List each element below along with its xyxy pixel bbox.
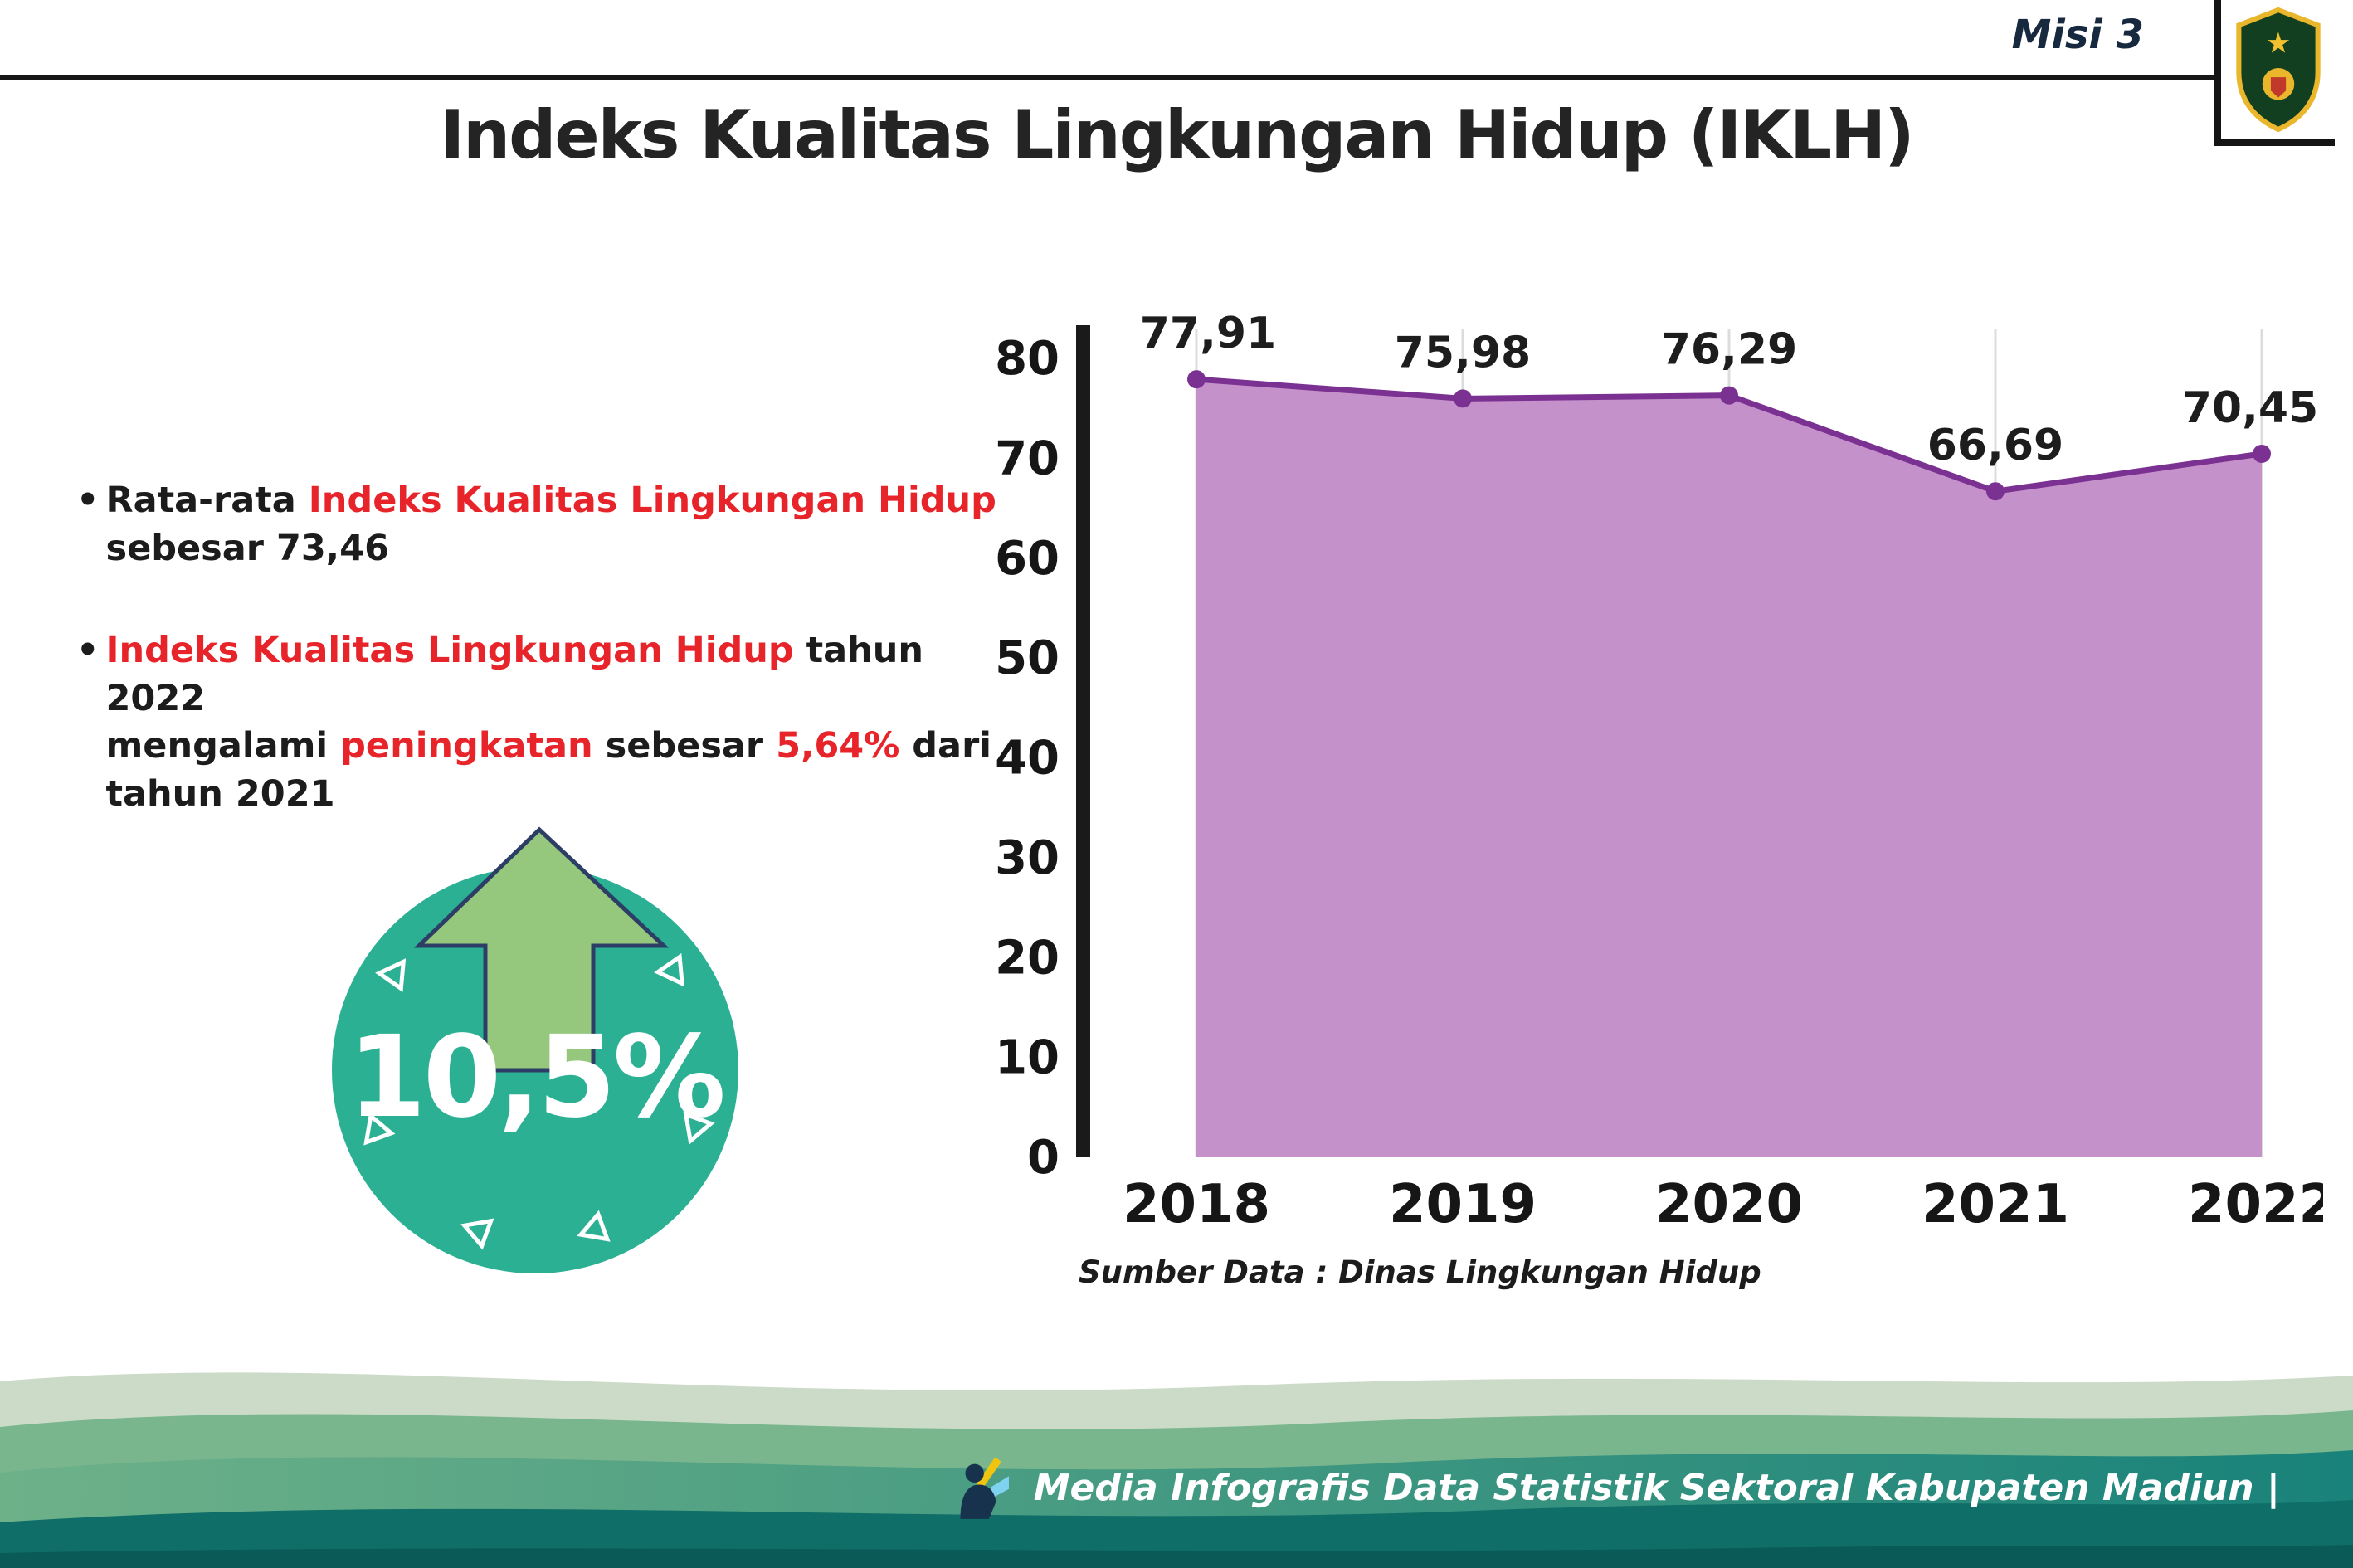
paper-icon [990, 1476, 1009, 1498]
bullet-item: • Rata-rata Indeks Kualitas Lingkungan Hi… [76, 477, 1030, 572]
badge-value: 10,5% [348, 1012, 723, 1143]
bullet-text: Rata-rata Indeks Kualitas Lingkungan Hid… [105, 480, 996, 569]
wave-band-5 [0, 1545, 2353, 1568]
data-point [1454, 389, 1472, 408]
y-tick-label: 30 [995, 831, 1060, 885]
pencil-icon [976, 1458, 1001, 1489]
y-tick-label: 70 [995, 431, 1060, 485]
bullet-item: • Indeks Kualitas Lingkungan Hidup tahun … [76, 627, 1030, 818]
increase-arrow-icon [413, 826, 670, 1073]
data-point [2253, 444, 2271, 463]
area-fill [1196, 379, 2262, 1157]
bullet-dot: • [76, 630, 100, 672]
y-tick-label: 20 [995, 931, 1060, 985]
data-label: 75,98 [1395, 328, 1531, 377]
data-label: 66,69 [1927, 421, 2063, 470]
y-tick-label: 0 [1027, 1131, 1060, 1185]
data-point [1986, 482, 2005, 501]
page-title: Indeks Kualitas Lingkungan Hidup (IKLH) [440, 96, 1914, 173]
bullet-list: • Rata-rata Indeks Kualitas Lingkungan Hi… [76, 477, 1030, 874]
x-tick-label: 2022 [2188, 1174, 2323, 1235]
y-tick-label: 50 [995, 631, 1060, 685]
bullet-dot: • [76, 480, 100, 521]
y-tick-label: 80 [995, 332, 1060, 386]
data-label: 70,45 [2182, 383, 2318, 433]
data-label: 76,29 [1661, 325, 1797, 375]
x-tick-label: 2020 [1655, 1174, 1803, 1235]
y-tick-label: 10 [995, 1031, 1060, 1085]
y-axis [1076, 325, 1090, 1157]
emblem-inner-shield [2270, 77, 2286, 98]
footer-credit: Media Infografis Data Statistik Sektoral… [948, 1452, 2280, 1523]
person-body [960, 1484, 996, 1519]
increase-badge: 10,5% [332, 826, 738, 1273]
logo-corner-frame: ★ [2214, 0, 2335, 146]
iklh-chart: 0 10 20 30 40 50 60 70 80 2018 2019 2020 2021 2022 77,… [995, 309, 2323, 1235]
x-tick-label: 2021 [1922, 1174, 2069, 1235]
person-head [965, 1463, 984, 1483]
chart-source-note: Sumber Data : Dinas Lingkungan Hidup [1079, 1254, 1761, 1290]
x-tick-label: 2018 [1123, 1174, 1270, 1235]
data-label: 77,91 [1140, 309, 1276, 358]
footer-credit-text: Media Infografis Data Statistik Sektoral… [1033, 1466, 2280, 1509]
statistik-person-icon [960, 1458, 1009, 1519]
y-tick-label: 40 [995, 732, 1060, 786]
bullet-text: Indeks Kualitas Lingkungan Hidup tahun 2… [105, 630, 992, 816]
badge-tick-marks [363, 952, 715, 1250]
misi-label: Misi 3 [2011, 12, 2144, 58]
data-point [1187, 370, 1206, 389]
emblem-star-icon: ★ [2265, 27, 2291, 61]
y-tick-label: 60 [995, 532, 1060, 586]
header-rule [0, 75, 2230, 80]
x-tick-label: 2019 [1389, 1174, 1537, 1235]
kabupaten-madiun-logo: ★ [2235, 7, 2321, 133]
data-point [1720, 386, 1738, 405]
footer-wave-decoration [0, 1372, 2353, 1568]
